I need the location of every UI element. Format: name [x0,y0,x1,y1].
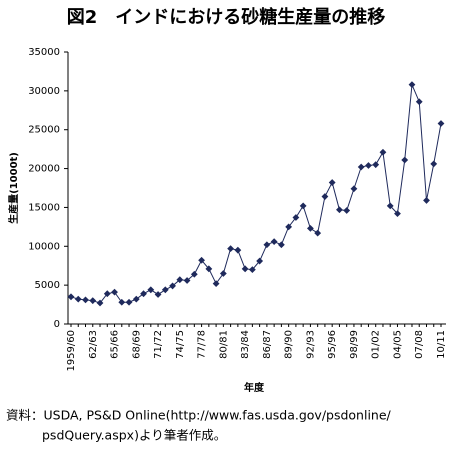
x-tick-label: 83/84 [240,330,251,359]
x-axis-label: 年度 [244,381,265,394]
data-point [82,296,89,304]
data-point [205,265,213,273]
data-line [70,84,442,304]
data-point [96,299,104,307]
data-point [299,202,307,210]
data-point [125,298,133,306]
y-tick-label: 15000 [28,202,60,213]
data-point [190,270,198,278]
data-point [256,257,264,265]
data-point [394,210,401,218]
data-point [350,185,358,193]
data-point [270,238,278,246]
x-tick-label: 68/69 [131,330,142,359]
data-point [386,202,394,210]
data-point [89,297,97,305]
data-point [198,256,205,264]
x-tick-label: 74/75 [175,330,186,359]
x-tick-label: 65/66 [110,330,121,359]
data-point [169,282,176,290]
data-point [357,163,365,171]
y-tick-label: 10000 [28,241,60,252]
data-point [111,288,118,296]
x-tick-label: 98/99 [349,330,360,359]
data-point [307,225,314,232]
x-tick-label: 1959/60 [66,330,77,372]
x-tick-label: 62/63 [88,330,99,359]
data-point [321,193,329,200]
data-point [74,295,82,303]
x-tick-label: 89/90 [284,330,295,359]
data-point [336,206,343,214]
data-point [219,270,227,277]
data-point [328,179,336,186]
y-tick-label: 5000 [35,280,60,291]
x-tick-label: 77/78 [197,330,208,359]
data-point [234,246,242,254]
data-point [314,229,322,237]
data-point [285,223,293,231]
chart-title: 図2 インドにおける砂糖生産量の推移 [67,6,386,28]
data-point [423,197,430,204]
data-point [401,156,409,164]
x-tick-label: 10/11 [436,330,447,359]
y-tick-label: 35000 [28,47,60,58]
data-point [227,245,235,253]
y-tick-label: 20000 [28,164,60,175]
data-point [154,291,162,298]
x-tick-label: 80/81 [218,330,229,359]
data-point [430,160,438,168]
data-point [147,286,155,294]
data-point [248,266,256,273]
data-point [365,162,372,169]
data-point [176,276,184,284]
data-point [183,277,191,284]
source-note: psdQuery.aspx)より筆者作成。 [42,428,226,443]
data-point [67,293,75,301]
y-tick-label: 25000 [28,125,60,136]
data-point [292,214,300,221]
data-point [140,290,147,298]
x-tick-label: 01/02 [371,330,382,359]
data-point [379,148,387,156]
data-point [241,265,249,273]
x-tick-label: 71/72 [153,330,164,359]
data-point [408,81,416,89]
x-tick-label: 07/08 [414,330,425,359]
data-point [132,295,140,303]
data-point [372,161,380,169]
data-point [343,207,351,214]
y-tick-label: 30000 [28,86,60,97]
source-note: 資料：USDA, PS&D Online(http://www.fas.usda… [6,408,392,423]
data-point [437,120,445,127]
y-tick-label: 0 [54,319,60,330]
data-point [118,298,126,306]
data-point [103,290,111,298]
x-tick-label: 04/05 [392,330,403,359]
x-tick-label: 92/93 [305,330,316,359]
x-tick-label: 86/87 [262,330,273,359]
x-tick-label: 95/96 [327,330,338,359]
data-point [277,241,285,249]
data-point [212,280,220,287]
data-point [161,286,169,294]
data-point [415,98,423,106]
y-axis-label: 生産量(1000t) [7,152,20,224]
data-point [263,241,271,249]
